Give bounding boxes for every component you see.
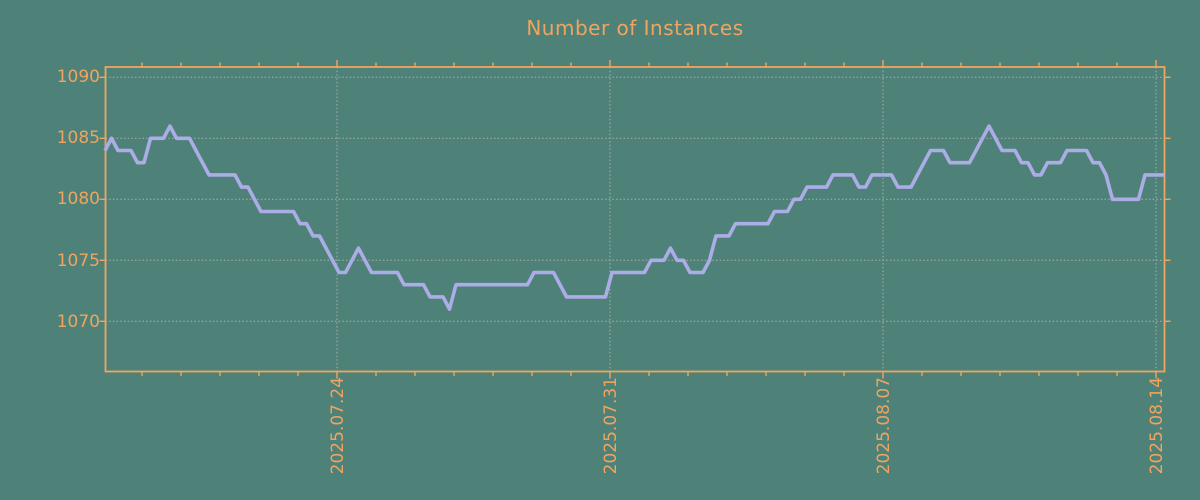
y-axis-tick-label: 1070	[56, 312, 100, 332]
x-axis-tick-label: 2025.07.24	[328, 377, 348, 475]
chart-title: Number of Instances	[526, 16, 744, 40]
y-axis-tick-label: 1075	[56, 251, 100, 271]
x-axis-tick-label: 2025.07.31	[601, 377, 621, 475]
x-axis-tick-label: 2025.08.07	[874, 377, 894, 475]
x-axis-tick-label: 2025.08.14	[1147, 377, 1167, 475]
y-axis-tick-label: 1090	[56, 67, 100, 87]
plot-border	[104, 66, 1166, 373]
y-axis-tick-label: 1080	[56, 189, 100, 209]
y-axis-tick-label: 1085	[56, 128, 100, 148]
series-line-instances	[103, 124, 1165, 311]
